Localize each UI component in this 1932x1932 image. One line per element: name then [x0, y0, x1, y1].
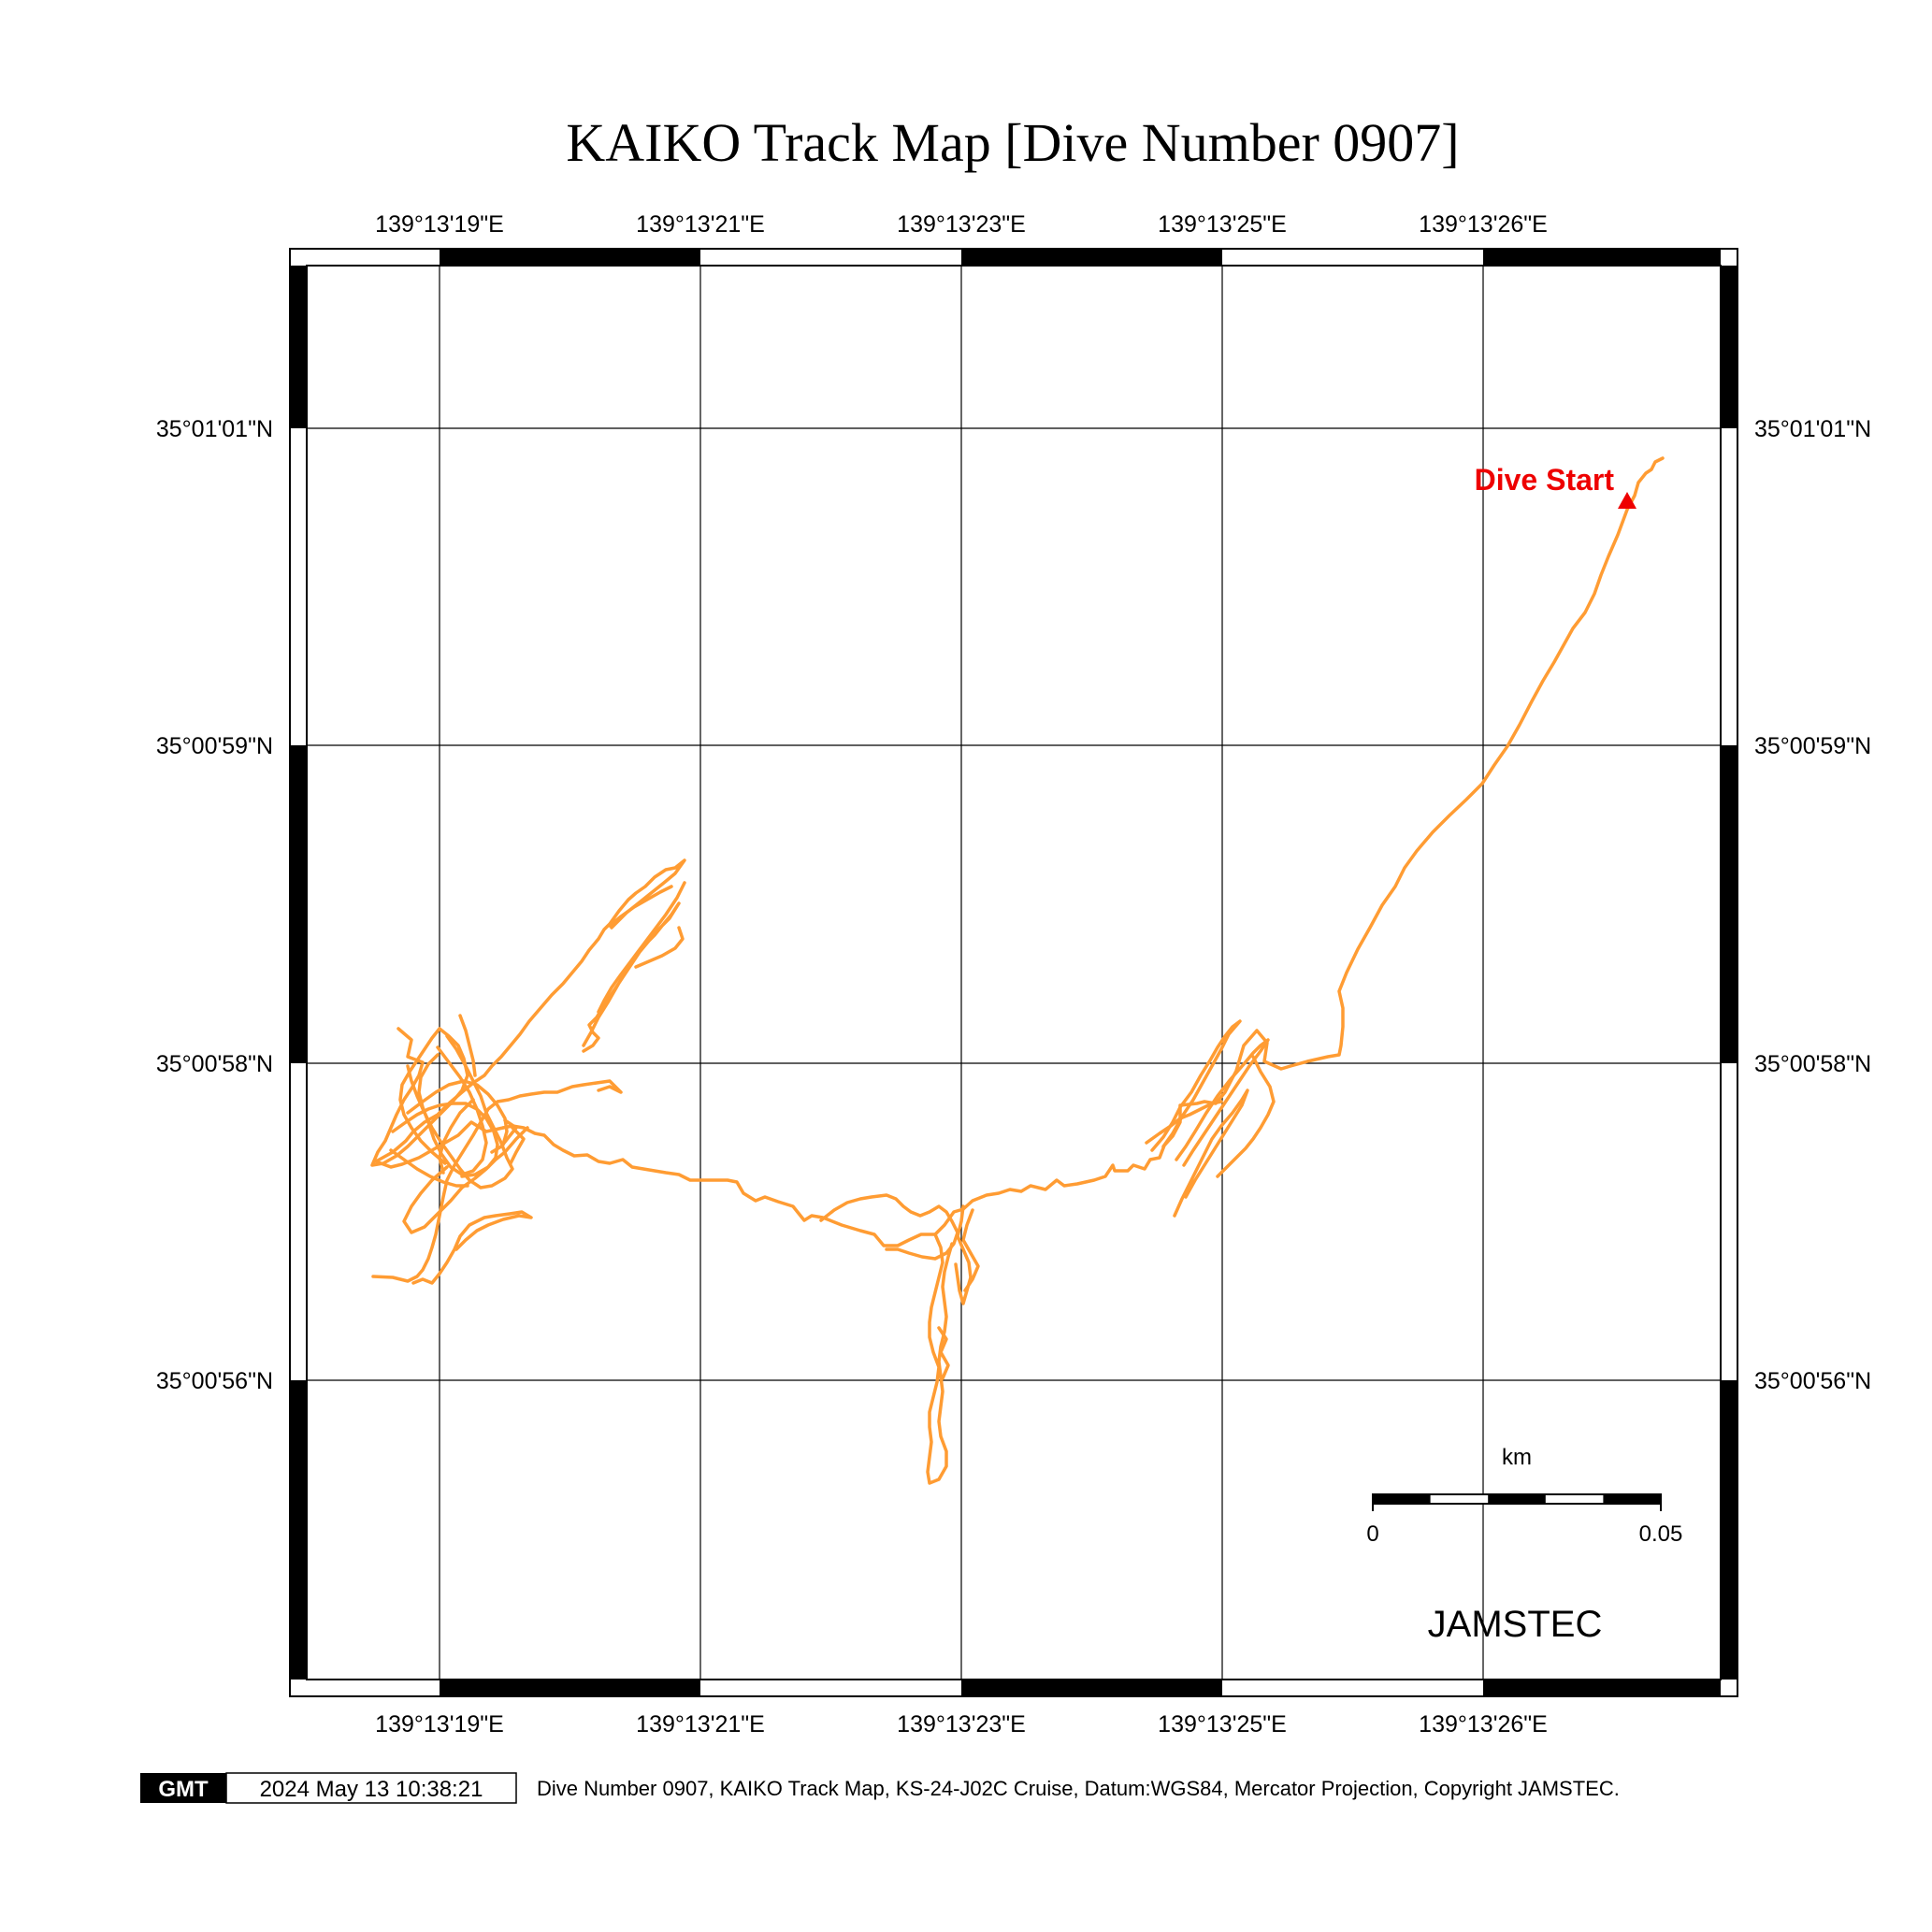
- lon-label-bottom-4: 139°13'25"E: [1158, 1711, 1287, 1737]
- lat-label-left-1: 35°01'01"N: [156, 416, 273, 442]
- lon-label-bottom-2: 139°13'21"E: [636, 1711, 765, 1737]
- lat-label-right-2: 35°00'59"N: [1754, 733, 1871, 759]
- dive-track: [370, 456, 1665, 1485]
- lon-label-top-4: 139°13'25"E: [1158, 211, 1287, 238]
- scale-unit-label: km: [1502, 1445, 1532, 1470]
- footer: GMT 2024 May 13 10:38:21 Dive Number 090…: [140, 1772, 1620, 1804]
- lon-label-bottom-3: 139°13'23"E: [897, 1711, 1026, 1737]
- lat-label-right-3: 35°00'58"N: [1754, 1051, 1871, 1077]
- org-label: JAMSTEC: [1428, 1604, 1603, 1645]
- lon-label-top-5: 139°13'26"E: [1419, 211, 1548, 238]
- map-frame: [289, 248, 1738, 1697]
- lon-label-bottom-5: 139°13'26"E: [1419, 1711, 1548, 1737]
- lat-label-left-2: 35°00'59"N: [156, 733, 273, 759]
- scale-max-label: 0.05: [1639, 1521, 1683, 1547]
- scale-min-label: 0: [1366, 1521, 1378, 1547]
- lat-label-left-3: 35°00'58"N: [156, 1051, 273, 1077]
- lat-label-left-4: 35°00'56"N: [156, 1368, 273, 1394]
- gmt-logo: [140, 1773, 226, 1803]
- map-title: KAIKO Track Map [Dive Number 0907]: [566, 112, 1459, 173]
- lat-label-right-1: 35°01'01"N: [1754, 416, 1871, 442]
- lon-label-top-1: 139°13'19"E: [375, 211, 504, 238]
- footer-timestamp: 2024 May 13 10:38:21: [260, 1777, 483, 1802]
- lon-label-top-2: 139°13'21"E: [636, 211, 765, 238]
- lon-label-top-3: 139°13'23"E: [897, 211, 1026, 238]
- footer-caption: Dive Number 0907, KAIKO Track Map, KS-24…: [537, 1777, 1620, 1800]
- gmt-logo-text: GMT: [158, 1777, 209, 1802]
- graticule: [307, 266, 1721, 1680]
- dive-start-label: Dive Start: [1475, 463, 1615, 497]
- lat-label-right-4: 35°00'56"N: [1754, 1368, 1871, 1394]
- start-triangle-icon: [1618, 492, 1636, 509]
- lon-label-bottom-1: 139°13'19"E: [375, 1711, 504, 1737]
- dive-start-marker: Dive Start: [1475, 463, 1636, 509]
- scale-bar: km 0 0.05: [1366, 1445, 1682, 1547]
